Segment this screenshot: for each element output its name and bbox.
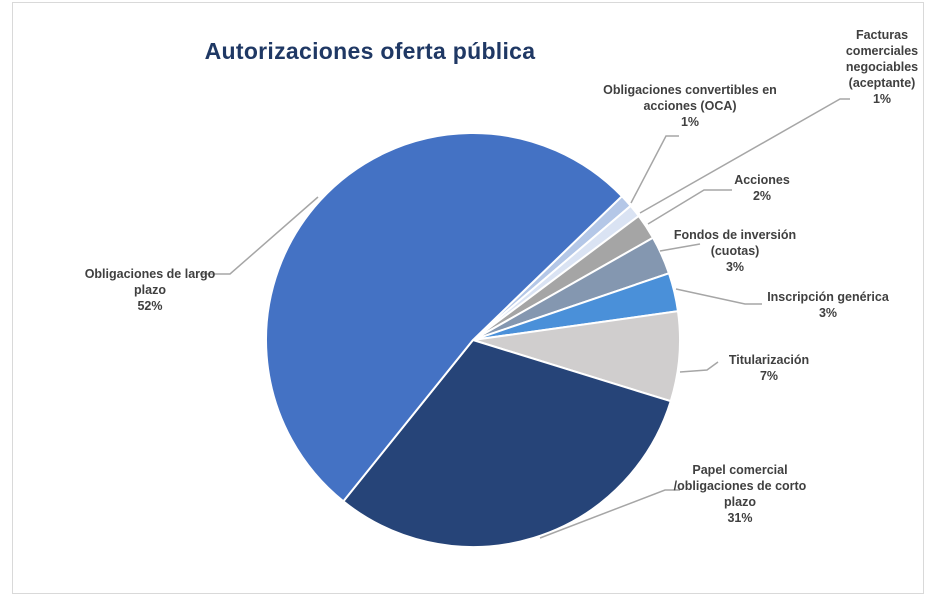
data-label: Inscripción genérica 3% xyxy=(753,289,903,321)
slice-name: Titularización xyxy=(728,353,810,367)
slice-percent: 52% xyxy=(137,299,163,313)
data-label: Papel comercial /obligaciones de corto p… xyxy=(658,462,823,526)
slice-name: Fondos de inversión (cuotas) xyxy=(673,228,797,258)
data-label: Acciones 2% xyxy=(712,172,812,204)
data-label: Facturas comerciales negociables (acepta… xyxy=(832,27,926,107)
leader-line xyxy=(539,489,680,539)
slice-percent: 1% xyxy=(680,115,700,129)
data-label: Titularización 7% xyxy=(709,352,829,384)
data-label: Fondos de inversión (cuotas) 3% xyxy=(660,227,810,275)
slice-name: Papel comercial /obligaciones de corto p… xyxy=(673,463,807,509)
slice-percent: 3% xyxy=(725,260,745,274)
leader-line xyxy=(647,189,732,225)
chart-title: Autorizaciones oferta pública xyxy=(204,38,536,64)
slice-percent: 31% xyxy=(727,511,753,525)
slice-percent: 3% xyxy=(818,306,838,320)
slice-name: Acciones xyxy=(734,173,790,187)
chart-frame xyxy=(12,2,924,594)
leader-line xyxy=(659,243,701,252)
slice-name: Inscripción genérica xyxy=(767,290,889,304)
leader-line xyxy=(200,196,319,275)
leader-line xyxy=(639,98,850,214)
pie-slice xyxy=(341,338,672,548)
slice-percent: 1% xyxy=(872,92,892,106)
slice-percent: 2% xyxy=(752,189,772,203)
leader-line xyxy=(675,288,762,305)
slice-name: Facturas comerciales negociables (acepta… xyxy=(845,28,919,90)
slice-percent: 7% xyxy=(759,369,779,383)
pie-slice xyxy=(265,131,624,503)
data-label: Obligaciones de largo plazo 52% xyxy=(68,266,233,314)
data-label: Obligaciones convertibles en acciones (O… xyxy=(595,82,785,130)
leader-line xyxy=(679,361,719,373)
slice-name: Obligaciones de largo plazo xyxy=(84,267,216,297)
leader-line xyxy=(630,135,679,204)
slice-name: Obligaciones convertibles en acciones (O… xyxy=(603,83,777,113)
